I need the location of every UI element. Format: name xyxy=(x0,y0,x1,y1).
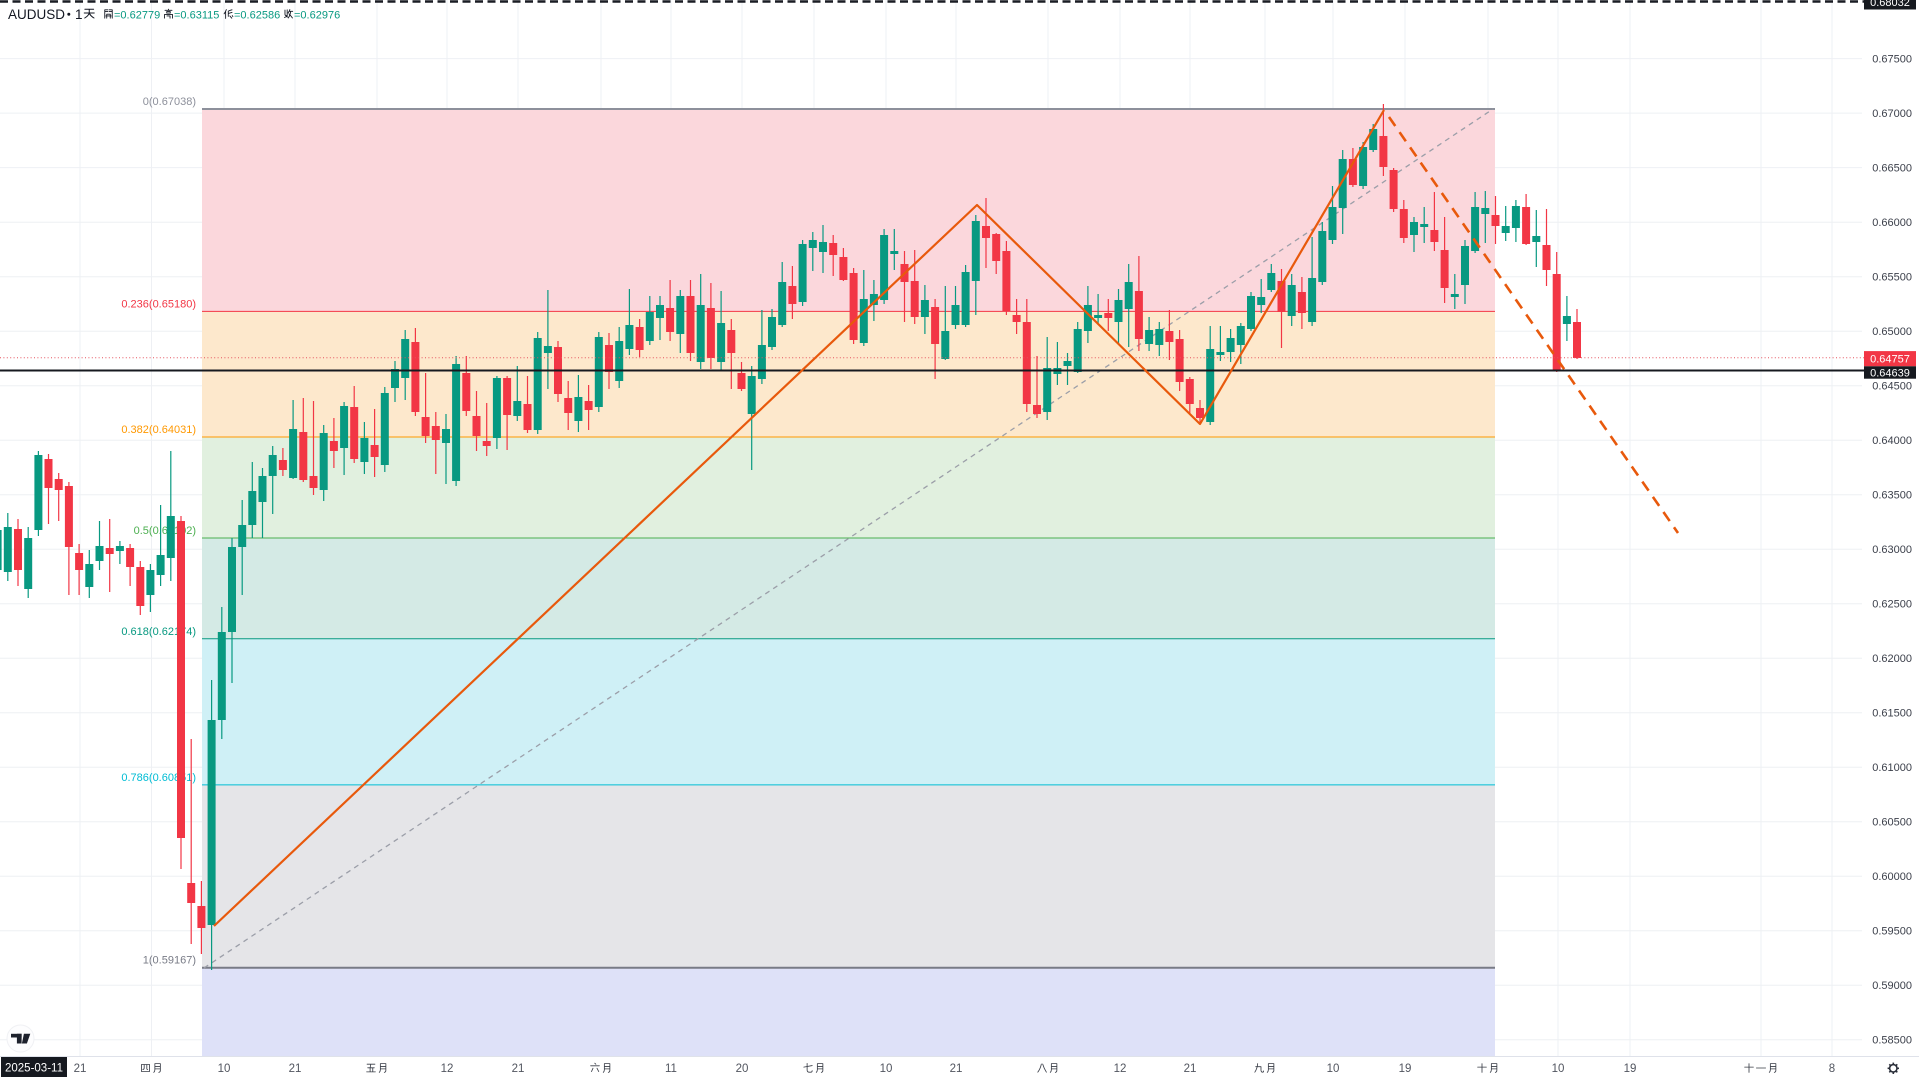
svg-text:11: 11 xyxy=(665,1063,677,1075)
svg-text:1: 1 xyxy=(75,7,83,22)
svg-text:0.66500: 0.66500 xyxy=(1872,162,1912,174)
svg-text:0.60500: 0.60500 xyxy=(1872,817,1912,829)
svg-text:10: 10 xyxy=(1552,1063,1565,1075)
svg-text:=0.62976: =0.62976 xyxy=(294,10,340,22)
svg-text:21: 21 xyxy=(512,1063,525,1075)
svg-text:0.63500: 0.63500 xyxy=(1872,490,1912,502)
svg-text:0.64639: 0.64639 xyxy=(1870,367,1910,379)
svg-text:0(0.67038): 0(0.67038) xyxy=(143,96,196,108)
svg-text:1(0.59167): 1(0.59167) xyxy=(143,955,196,967)
svg-text:=0.63115: =0.63115 xyxy=(174,10,219,22)
svg-text:0.59000: 0.59000 xyxy=(1872,980,1912,992)
svg-text:0.62000: 0.62000 xyxy=(1872,653,1912,665)
svg-text:0.61500: 0.61500 xyxy=(1872,708,1912,720)
svg-text:0.61000: 0.61000 xyxy=(1872,762,1912,774)
svg-text:10: 10 xyxy=(218,1063,231,1075)
svg-text:AUDUSD: AUDUSD xyxy=(8,7,65,22)
svg-text:10: 10 xyxy=(880,1063,893,1075)
svg-text:0.63000: 0.63000 xyxy=(1872,544,1912,556)
svg-text:=0.62779: =0.62779 xyxy=(114,10,160,22)
svg-text:0.64500: 0.64500 xyxy=(1872,381,1912,393)
svg-text:0.59500: 0.59500 xyxy=(1872,926,1912,938)
svg-text:12: 12 xyxy=(441,1063,454,1075)
svg-text:0.65500: 0.65500 xyxy=(1872,272,1912,284)
svg-text:=0.62586: =0.62586 xyxy=(234,10,280,22)
svg-text:12: 12 xyxy=(1114,1063,1127,1075)
svg-text:21: 21 xyxy=(950,1063,963,1075)
svg-text:21: 21 xyxy=(1184,1063,1197,1075)
svg-text:0.5(0.63102): 0.5(0.63102) xyxy=(134,525,196,537)
svg-text:0.62500: 0.62500 xyxy=(1872,599,1912,611)
svg-text:19: 19 xyxy=(1624,1063,1637,1075)
svg-text:0.236(0.65180): 0.236(0.65180) xyxy=(121,298,196,310)
svg-text:0.64000: 0.64000 xyxy=(1872,435,1912,447)
svg-text:0.60000: 0.60000 xyxy=(1872,871,1912,883)
svg-text:0.66000: 0.66000 xyxy=(1872,217,1912,229)
svg-text:20: 20 xyxy=(736,1063,749,1075)
svg-text:21: 21 xyxy=(74,1063,87,1075)
svg-text:0.58500: 0.58500 xyxy=(1872,1035,1912,1047)
svg-text:0.382(0.64031): 0.382(0.64031) xyxy=(121,424,196,436)
svg-text:0.68032: 0.68032 xyxy=(1870,0,1910,9)
svg-text:0.65000: 0.65000 xyxy=(1872,326,1912,338)
svg-text:0.64757: 0.64757 xyxy=(1870,354,1910,366)
svg-text:10: 10 xyxy=(1327,1063,1340,1075)
svg-text:2025-03-11: 2025-03-11 xyxy=(5,1063,63,1075)
svg-text:19: 19 xyxy=(1399,1063,1412,1075)
svg-text:21: 21 xyxy=(289,1063,302,1075)
svg-text:0.67000: 0.67000 xyxy=(1872,108,1912,120)
svg-text:0.67500: 0.67500 xyxy=(1872,53,1912,65)
svg-text:8: 8 xyxy=(1829,1063,1835,1075)
